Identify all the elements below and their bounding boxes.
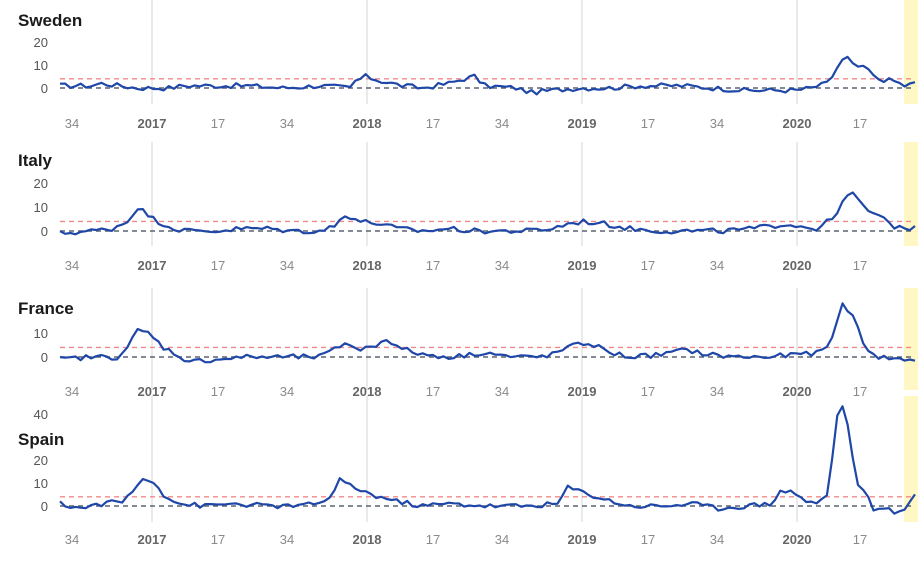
x-tick-label: 17 (853, 116, 867, 131)
panel-spain: 0 10 20 40 Spain 34 2017 17 34 2018 17 34 2019 17 34 20… (14, 396, 918, 547)
x-tick-label: 34 (495, 116, 509, 131)
y-tick-label: 0 (41, 81, 48, 96)
x-tick-label: 17 (641, 116, 655, 131)
x-tick-label: 2018 (353, 258, 382, 273)
y-tick-label: 20 (34, 35, 48, 50)
country-label: Italy (18, 151, 53, 170)
y-tick-label: 10 (34, 476, 48, 491)
label-backing (14, 149, 70, 171)
x-tick-label: 2020 (783, 258, 812, 273)
y-tick-label: 10 (34, 326, 48, 341)
country-label: Spain (18, 430, 64, 449)
x-tick-label: 2019 (568, 532, 597, 547)
x-tick-label: 17 (426, 384, 440, 399)
x-tick-label: 17 (641, 532, 655, 547)
x-tick-label: 34 (65, 532, 79, 547)
x-tick-label: 2017 (138, 532, 167, 547)
x-tick-label: 17 (211, 258, 225, 273)
x-tick-label: 34 (280, 532, 294, 547)
x-tick-label: 34 (65, 258, 79, 273)
x-tick-label: 17 (211, 532, 225, 547)
x-tick-label: 34 (495, 258, 509, 273)
x-tick-label: 2019 (568, 258, 597, 273)
x-tick-label: 2019 (568, 384, 597, 399)
x-tick-label: 34 (495, 532, 509, 547)
series-line-italy (59, 191, 916, 236)
x-tick-label: 2020 (783, 532, 812, 547)
x-tick-label: 2017 (138, 258, 167, 273)
y-tick-label: 10 (34, 200, 48, 215)
x-tick-label: 2020 (783, 384, 812, 399)
highlight-band (904, 288, 918, 390)
y-tick-label: 20 (34, 453, 48, 468)
x-tick-label: 34 (280, 116, 294, 131)
x-tick-label: 2020 (783, 116, 812, 131)
x-tick-label: 2018 (353, 116, 382, 131)
series-line-spain (59, 405, 916, 515)
country-label: France (18, 299, 74, 318)
y-tick-label: 40 (34, 407, 48, 422)
highlight-band (904, 396, 918, 522)
x-tick-label: 34 (710, 384, 724, 399)
x-tick-label: 34 (65, 116, 79, 131)
y-tick-label: 20 (34, 176, 48, 191)
series-line-france (59, 302, 916, 364)
x-tick-label: 17 (641, 258, 655, 273)
panel-italy: 0 10 20 Italy 34 2017 17 34 2018 17 34 2019 17 34 2020… (14, 142, 918, 273)
x-tick-label: 34 (280, 384, 294, 399)
x-tick-label: 17 (211, 384, 225, 399)
x-tick-label: 2019 (568, 116, 597, 131)
series-line-sweden (59, 55, 916, 96)
x-tick-label: 34 (280, 258, 294, 273)
country-label: Sweden (18, 11, 82, 30)
x-tick-label: 2017 (138, 116, 167, 131)
x-tick-label: 17 (853, 384, 867, 399)
label-backing (14, 9, 80, 31)
x-tick-label: 2018 (353, 384, 382, 399)
label-backing (14, 428, 70, 450)
panel-france: 0 10 France 34 2017 17 34 2018 17 34 2019 17 34 2020 1… (14, 288, 918, 399)
x-tick-label: 34 (710, 258, 724, 273)
x-tick-label: 17 (426, 532, 440, 547)
x-tick-label: 17 (853, 532, 867, 547)
highlight-band (904, 0, 918, 104)
x-tick-label: 17 (426, 116, 440, 131)
x-tick-label: 2017 (138, 384, 167, 399)
label-backing (14, 297, 80, 319)
y-tick-label: 10 (34, 58, 48, 73)
x-tick-label: 2018 (353, 532, 382, 547)
x-tick-label: 34 (65, 384, 79, 399)
highlight-band (904, 142, 918, 246)
x-tick-label: 17 (211, 116, 225, 131)
y-tick-label: 0 (41, 224, 48, 239)
panel-sweden: 0 10 20 Sweden 34 2017 17 34 2018 17 34 2019 17 34 202… (14, 0, 918, 131)
y-tick-label: 0 (41, 350, 48, 365)
x-tick-label: 17 (641, 384, 655, 399)
x-tick-label: 17 (853, 258, 867, 273)
x-tick-label: 34 (710, 532, 724, 547)
x-tick-label: 34 (710, 116, 724, 131)
x-tick-label: 17 (426, 258, 440, 273)
y-tick-label: 0 (41, 499, 48, 514)
x-tick-label: 34 (495, 384, 509, 399)
